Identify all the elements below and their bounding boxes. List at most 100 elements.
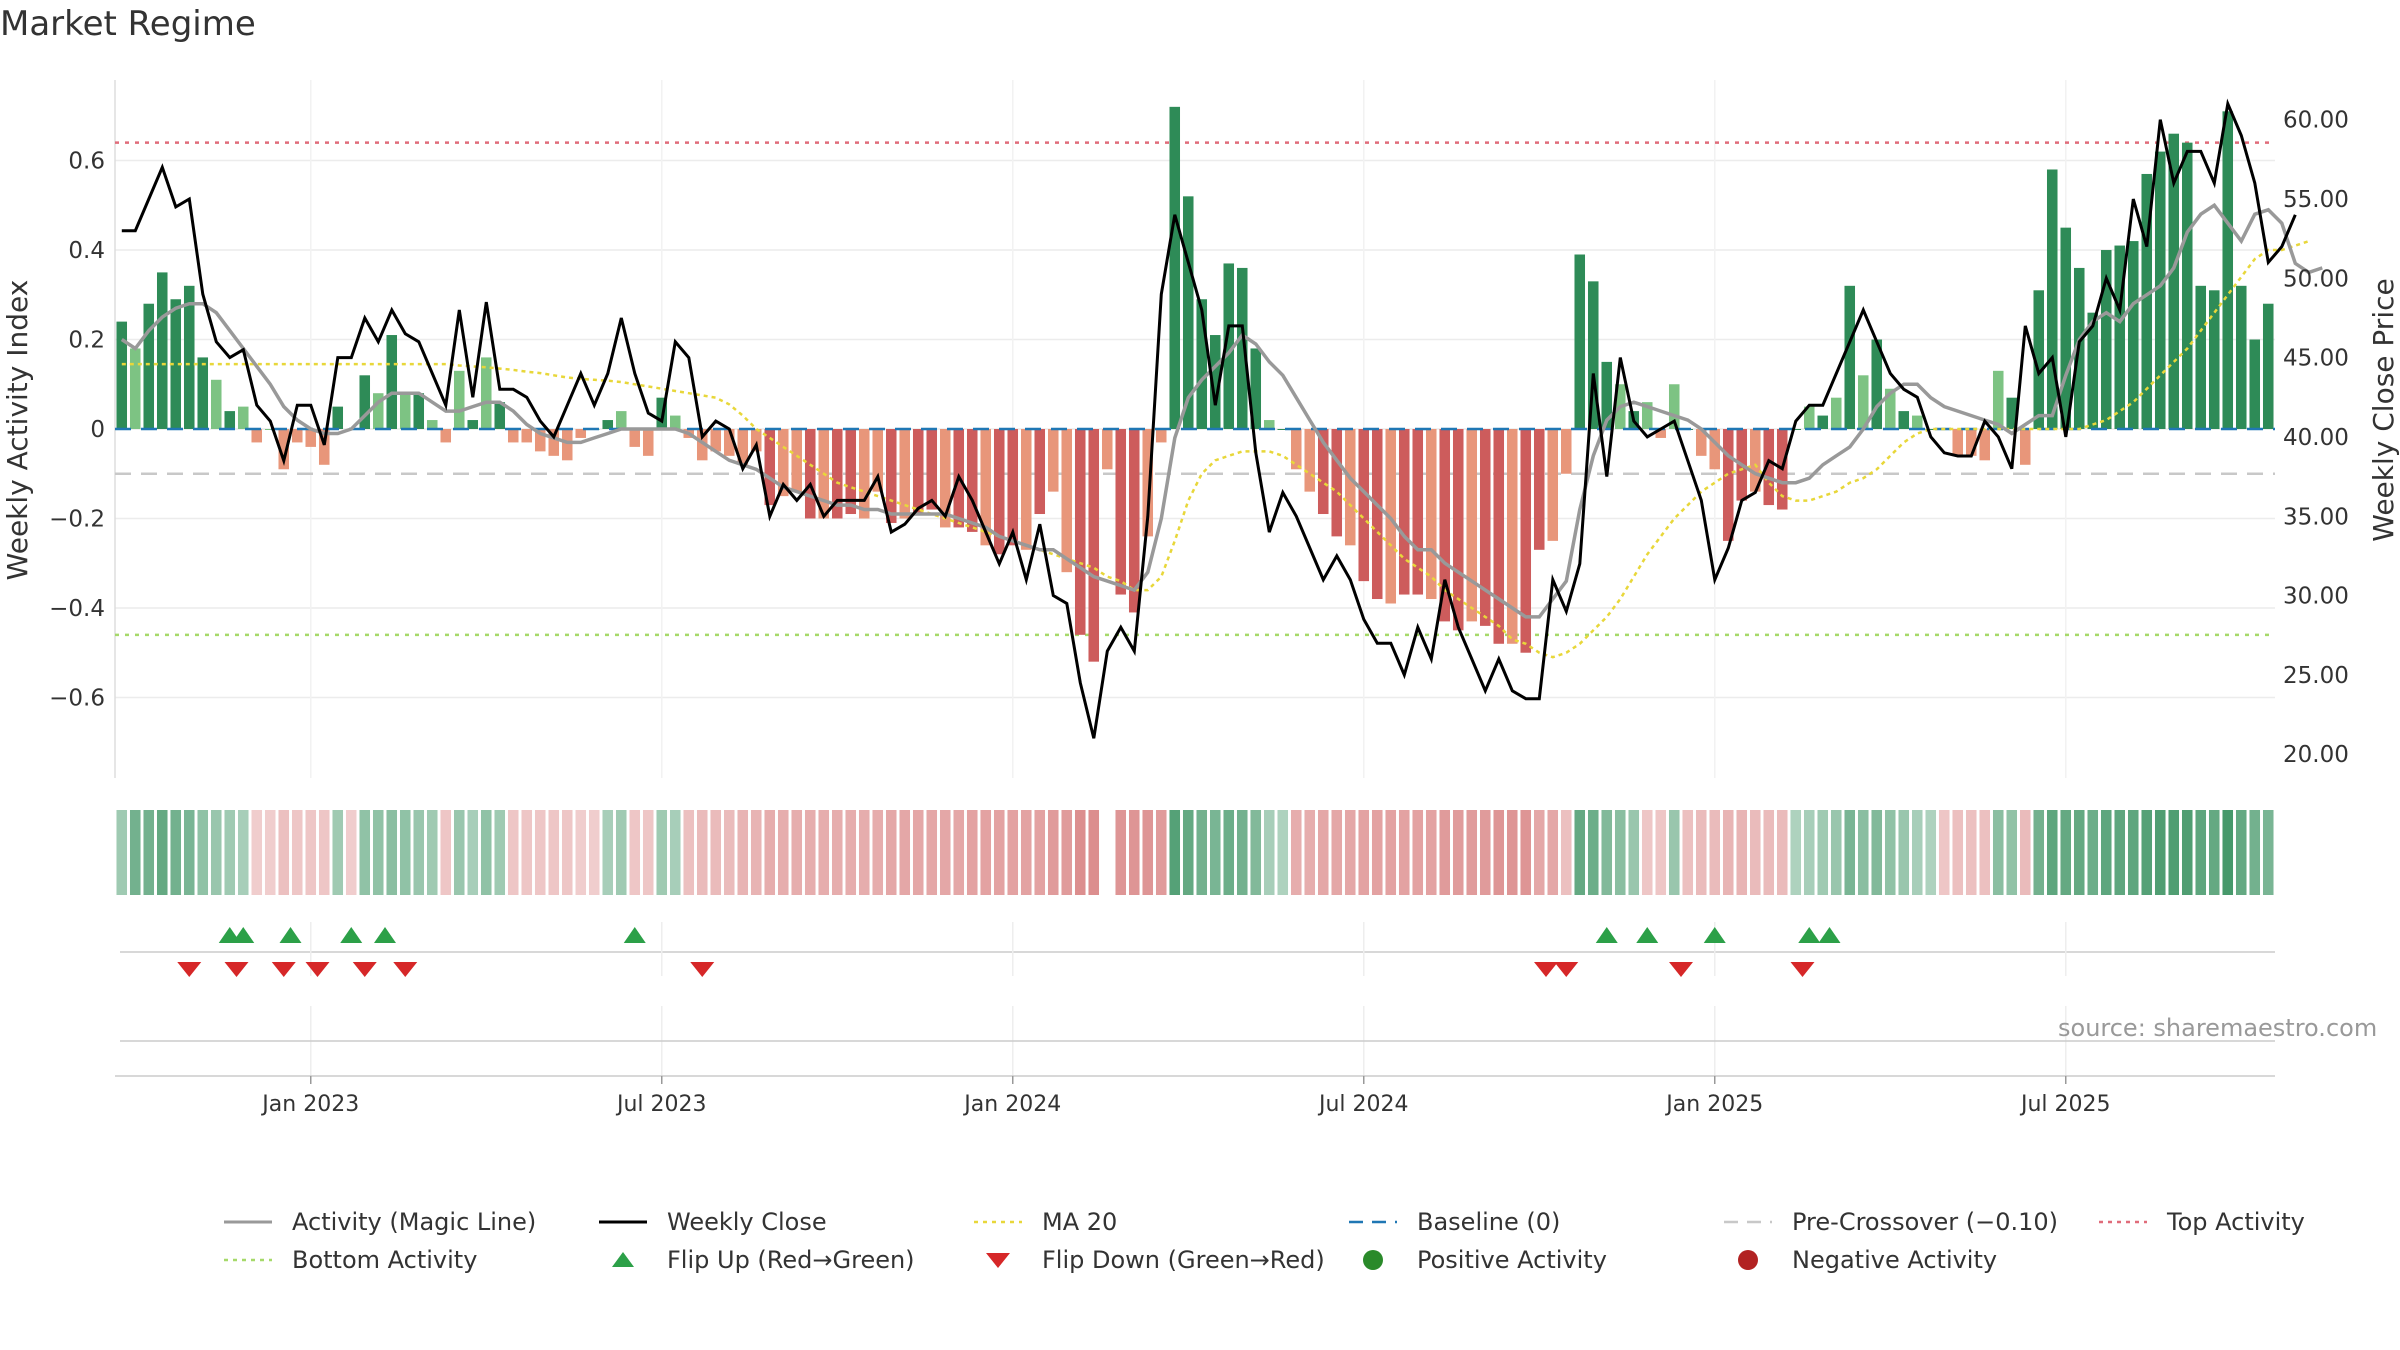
regime-strip-cell [1641,810,1653,895]
activity-bar [1223,263,1235,429]
y-tick-label: 0.2 [68,328,105,354]
regime-strip-cell [2154,810,2166,895]
activity-bar [372,393,384,429]
regime-strip-cell [386,810,398,895]
x-tick-label: Jan 2025 [1664,1092,1763,1117]
activity-bar [1722,429,1734,541]
activity-bar [2262,303,2274,429]
regime-strip-cell [1263,810,1275,895]
regime-strip-cell [1668,810,1680,895]
activity-bar [845,429,857,515]
flip-down-marker [393,962,418,977]
regime-strip-cell [804,810,816,895]
legend-item: Weekly Close [595,1204,827,1240]
activity-bar [224,411,236,429]
activity-bar [1668,384,1680,429]
activity-bar [237,406,249,429]
y2-tick-label: 40.00 [2283,425,2349,451]
activity-bar [2181,142,2193,429]
activity-bar [291,429,303,443]
regime-strip-cell [1817,810,1829,895]
activity-bar [2100,250,2112,429]
regime-strip-cell [453,810,465,895]
activity-bar [426,420,438,429]
regime-strip-cell [2222,810,2234,895]
legend-label: Top Activity [2167,1208,2305,1236]
regime-strip-cell [494,810,506,895]
regime-strip-cell [588,810,600,895]
y2-tick-label: 30.00 [2283,584,2349,610]
regime-strip-cell [1115,810,1127,895]
regime-strip-cell [885,810,897,895]
regime-strip-cell [1385,810,1397,895]
legend-label: Pre-Crossover (−0.10) [1792,1208,2059,1236]
regime-strip-cell [1884,810,1896,895]
regime-strip-cell [1709,810,1721,895]
activity-bar [1074,429,1086,635]
regime-strip-cell [750,810,762,895]
regime-strip-cell [1088,810,1100,895]
regime-strip-cell [278,810,290,895]
regime-strip-cell [1331,810,1343,895]
flip-up-marker [1636,927,1659,943]
regime-strip-cell [440,810,452,895]
flip-down-marker [1669,962,1693,977]
regime-strip-cell [183,810,195,895]
x-tick-label: Jan 2024 [962,1092,1061,1117]
activity-bar [1709,429,1721,470]
regime-strip-cell [1169,810,1181,895]
activity-bar [777,429,789,497]
flip-up-marker [340,927,363,943]
activity-bar [1155,429,1167,443]
y2-tick-label: 55.00 [2283,187,2349,213]
y2-axis-title: Weekly Close Price [2367,278,2400,541]
regime-strip-cell [1452,810,1464,895]
regime-strip-cell [723,810,735,895]
activity-bar [332,406,344,429]
activity-bar [1493,429,1505,644]
x-tick-label: Jul 2023 [615,1092,707,1117]
activity-bar [2087,312,2099,429]
regime-strip-cell [237,810,249,895]
chart-title: Market Regime [0,4,256,44]
regime-strip-cell [1925,810,1937,895]
legend-label: Flip Down (Green→Red) [1042,1246,1325,1274]
regime-strip-cell [2060,810,2072,895]
regime-strip-cell [156,810,168,895]
activity-bar [1979,429,1991,461]
regime-strip-cell [1844,810,1856,895]
activity-bar [1857,375,1869,429]
activity-bar [453,370,465,429]
activity-bar [2033,290,2045,429]
regime-strip-cell [696,810,708,895]
legend-item: Pre-Crossover (−0.10) [1720,1204,2058,1240]
regime-strip-cell [818,810,830,895]
regime-strip-cell [1533,810,1545,895]
activity-bar [710,429,722,452]
regime-strip-cell [926,810,938,895]
activity-bar [1371,429,1383,600]
activity-bar [129,348,141,429]
activity-bar [966,429,978,532]
activity-bar [669,415,681,429]
legend-label: Baseline (0) [1417,1208,1561,1236]
activity-bar [615,411,627,429]
regime-strip-cell [2033,810,2045,895]
activity-bar [548,429,560,456]
activity-bar [1277,429,1289,430]
x-tick-label: Jan 2023 [260,1092,359,1117]
legend-swatch [599,1220,647,1224]
activity-bar [1061,429,1073,573]
y-tick-label: −0.4 [49,596,105,622]
activity-bar [939,429,951,528]
legend-swatch [1738,1250,1758,1270]
regime-strip-cell [1506,810,1518,895]
activity-bar [1101,429,1113,470]
legend-label: Activity (Magic Line) [292,1208,537,1236]
legend-swatch [1724,1220,1772,1224]
activity-bar [1425,429,1437,600]
y2-tick-label: 20.00 [2283,742,2349,768]
regime-strip-cell [2181,810,2193,895]
activity-bar [413,393,425,429]
activity-bar [1911,415,1923,429]
